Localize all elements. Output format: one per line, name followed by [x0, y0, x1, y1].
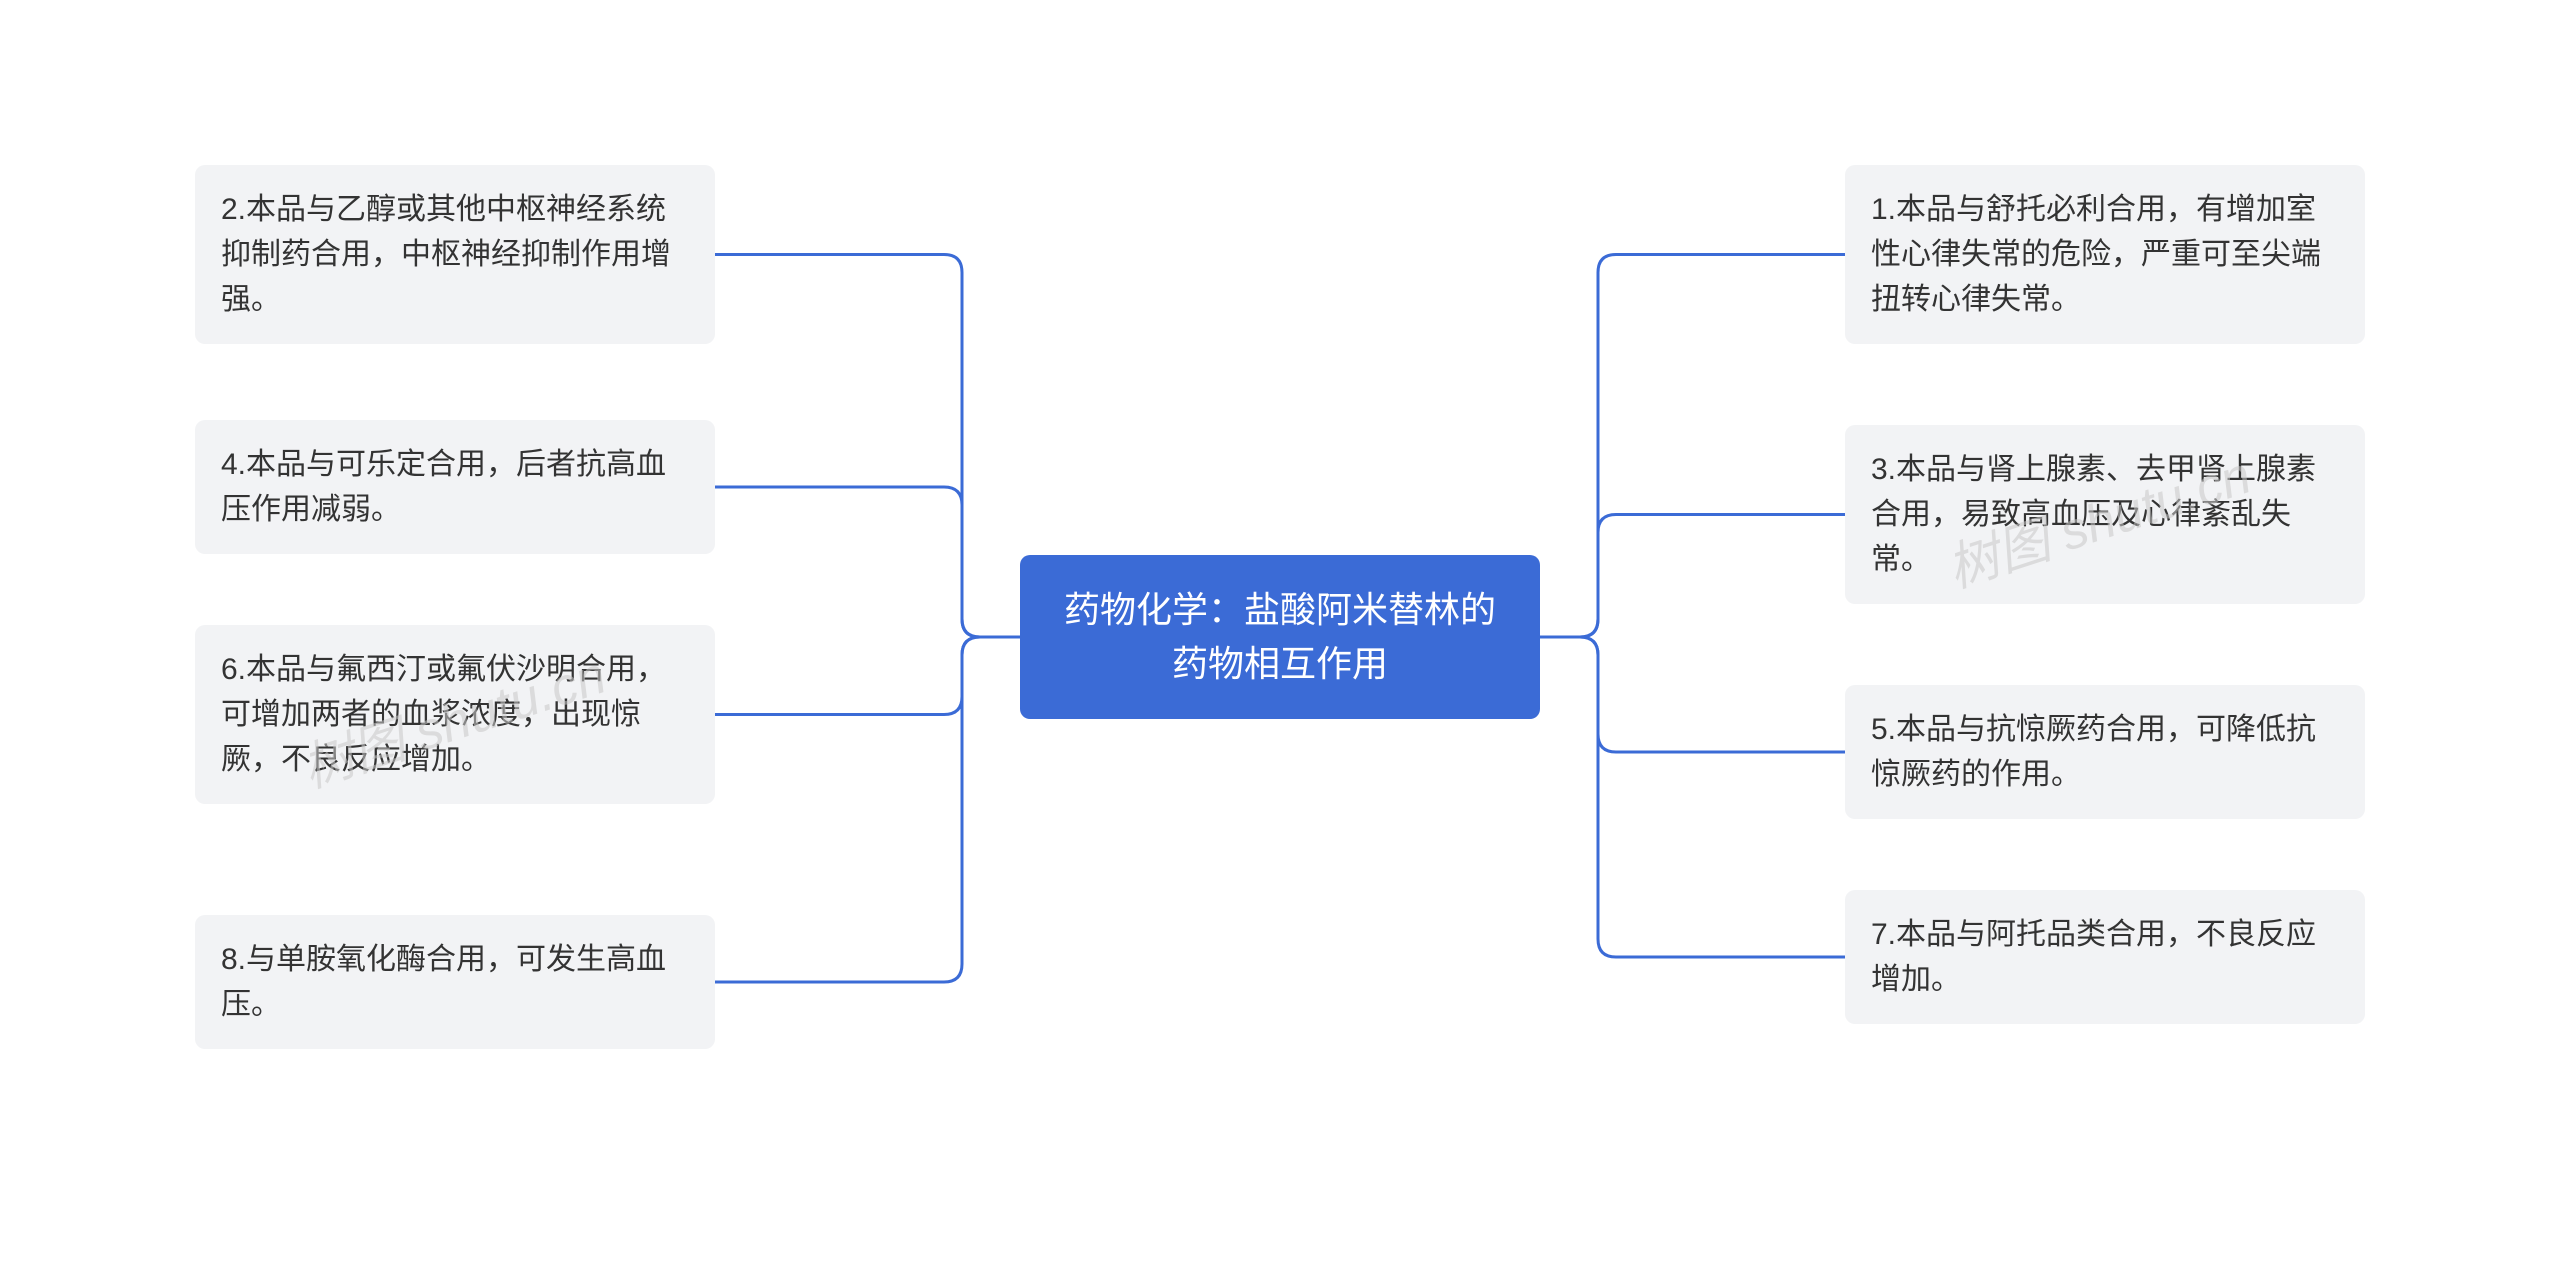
- connector-path: [1540, 637, 1845, 752]
- left-leaf-node: 4.本品与可乐定合用，后者抗高血压作用减弱。: [195, 420, 715, 554]
- center-node-text: 药物化学：盐酸阿米替林的药物相互作用: [1064, 589, 1496, 684]
- right-leaf-node: 5.本品与抗惊厥药合用，可降低抗惊厥药的作用。: [1845, 685, 2365, 819]
- left-leaf-node: 8.与单胺氧化酶合用，可发生高血压。: [195, 915, 715, 1049]
- right-leaf-node: 1.本品与舒托必利合用，有增加室性心律失常的危险，严重可至尖端扭转心律失常。: [1845, 165, 2365, 344]
- left-leaf-node: 6.本品与氟西汀或氟伏沙明合用，可增加两者的血浆浓度，出现惊厥，不良反应增加。: [195, 625, 715, 804]
- left-leaf-node: 2.本品与乙醇或其他中枢神经系统抑制药合用，中枢神经抑制作用增强。: [195, 165, 715, 344]
- right-leaf-text: 1.本品与舒托必利合用，有增加室性心律失常的危险，严重可至尖端扭转心律失常。: [1871, 193, 2321, 316]
- connector-path: [715, 637, 1020, 982]
- left-leaf-text: 4.本品与可乐定合用，后者抗高血压作用减弱。: [221, 448, 666, 526]
- right-leaf-text: 7.本品与阿托品类合用，不良反应增加。: [1871, 918, 2316, 996]
- left-leaf-text: 2.本品与乙醇或其他中枢神经系统抑制药合用，中枢神经抑制作用增强。: [221, 193, 671, 316]
- connector-path: [715, 637, 1020, 715]
- connector-path: [715, 487, 1020, 637]
- connector-path: [715, 255, 1020, 638]
- left-leaf-text: 8.与单胺氧化酶合用，可发生高血压。: [221, 943, 666, 1021]
- center-node: 药物化学：盐酸阿米替林的药物相互作用: [1020, 555, 1540, 719]
- connector-path: [1540, 255, 1845, 638]
- connector-path: [1540, 515, 1845, 638]
- right-leaf-text: 3.本品与肾上腺素、去甲肾上腺素合用，易致高血压及心律紊乱失常。: [1871, 453, 2316, 576]
- right-leaf-node: 7.本品与阿托品类合用，不良反应增加。: [1845, 890, 2365, 1024]
- connector-path: [1540, 637, 1845, 957]
- left-leaf-text: 6.本品与氟西汀或氟伏沙明合用，可增加两者的血浆浓度，出现惊厥，不良反应增加。: [221, 653, 666, 776]
- right-leaf-text: 5.本品与抗惊厥药合用，可降低抗惊厥药的作用。: [1871, 713, 2316, 791]
- right-leaf-node: 3.本品与肾上腺素、去甲肾上腺素合用，易致高血压及心律紊乱失常。: [1845, 425, 2365, 604]
